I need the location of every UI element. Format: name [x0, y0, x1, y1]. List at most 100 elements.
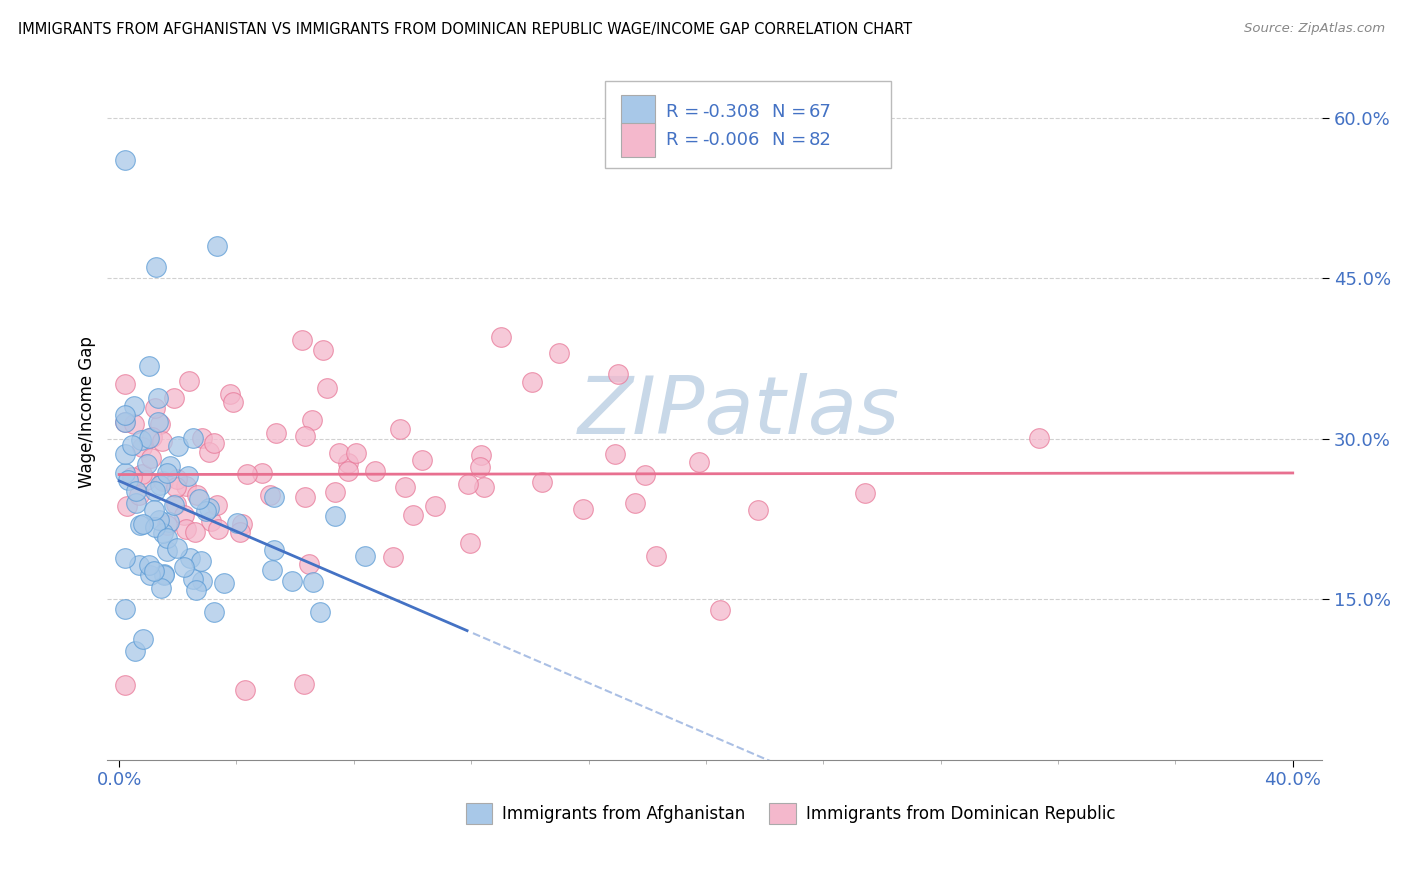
Point: [149, 478, 172, 492]
Point: [470, 448, 492, 462]
Point: [122, 399, 145, 413]
Point: [184, 582, 207, 597]
Point: [281, 574, 304, 589]
Point: [197, 501, 219, 516]
Point: [129, 433, 152, 447]
Point: [402, 508, 425, 522]
Point: [124, 417, 146, 431]
Point: [145, 260, 167, 275]
Point: [138, 558, 160, 572]
Point: [121, 438, 143, 452]
Point: [229, 524, 252, 539]
Point: [121, 469, 143, 483]
Point: [260, 563, 283, 577]
Point: [747, 503, 769, 517]
Point: [179, 550, 201, 565]
Point: [187, 491, 209, 506]
Point: [162, 391, 184, 405]
Point: [177, 374, 200, 388]
FancyBboxPatch shape: [465, 804, 492, 824]
Point: [150, 581, 173, 595]
Point: [138, 359, 160, 374]
Point: [531, 475, 554, 489]
Point: [344, 446, 367, 460]
Text: Immigrants from Dominican Republic: Immigrants from Dominican Republic: [806, 805, 1115, 822]
Point: [298, 557, 321, 571]
Point: [173, 560, 195, 574]
Point: [156, 466, 179, 480]
Point: [149, 417, 172, 432]
Point: [458, 536, 481, 550]
Point: [606, 368, 628, 382]
Point: [221, 394, 243, 409]
Y-axis label: Wage/Income Gap: Wage/Income Gap: [79, 336, 96, 488]
Point: [259, 488, 281, 502]
FancyBboxPatch shape: [769, 804, 796, 824]
Point: [323, 484, 346, 499]
Point: [198, 444, 221, 458]
Point: [165, 497, 187, 511]
Text: R =: R =: [666, 131, 706, 149]
Point: [165, 480, 187, 494]
Point: [354, 549, 377, 563]
Point: [263, 542, 285, 557]
Point: [425, 499, 447, 513]
Point: [146, 416, 169, 430]
Point: [150, 434, 173, 448]
Point: [522, 375, 544, 389]
Point: [146, 391, 169, 405]
Point: [131, 467, 153, 481]
Point: [129, 518, 152, 533]
Point: [114, 550, 136, 565]
Text: Immigrants from Afghanistan: Immigrants from Afghanistan: [502, 805, 745, 822]
Point: [128, 558, 150, 572]
Text: N =: N =: [772, 103, 811, 121]
Point: [155, 518, 177, 533]
Point: [142, 564, 165, 578]
Point: [294, 490, 316, 504]
Point: [1028, 431, 1050, 445]
Point: [132, 516, 155, 531]
Point: [114, 153, 136, 168]
Point: [114, 447, 136, 461]
Point: [156, 531, 179, 545]
Point: [644, 549, 666, 563]
Point: [623, 496, 645, 510]
Point: [301, 574, 323, 589]
Point: [489, 330, 512, 344]
Point: [117, 473, 139, 487]
FancyBboxPatch shape: [621, 95, 655, 128]
Point: [301, 413, 323, 427]
Point: [166, 472, 188, 486]
Point: [291, 333, 314, 347]
Point: [605, 446, 627, 460]
Text: ZIPatlas: ZIPatlas: [578, 373, 900, 450]
Point: [143, 520, 166, 534]
Point: [337, 456, 360, 470]
Point: [132, 632, 155, 646]
Point: [328, 446, 350, 460]
Point: [152, 525, 174, 540]
Text: IMMIGRANTS FROM AFGHANISTAN VS IMMIGRANTS FROM DOMINICAN REPUBLIC WAGE/INCOME GA: IMMIGRANTS FROM AFGHANISTAN VS IMMIGRANT…: [18, 22, 912, 37]
Point: [177, 469, 200, 483]
Point: [142, 503, 165, 517]
Point: [167, 439, 190, 453]
Point: [468, 459, 491, 474]
Point: [205, 239, 228, 253]
Point: [125, 496, 148, 510]
Point: [202, 605, 225, 619]
Point: [457, 477, 479, 491]
Point: [205, 498, 228, 512]
Text: 67: 67: [808, 103, 831, 121]
Point: [252, 466, 274, 480]
Point: [337, 464, 360, 478]
Point: [225, 516, 247, 531]
Point: [114, 678, 136, 692]
Point: [138, 431, 160, 445]
Point: [195, 504, 218, 518]
Point: [186, 488, 208, 502]
Point: [114, 415, 136, 429]
Point: [141, 450, 163, 465]
Point: [136, 457, 159, 471]
Point: [181, 572, 204, 586]
